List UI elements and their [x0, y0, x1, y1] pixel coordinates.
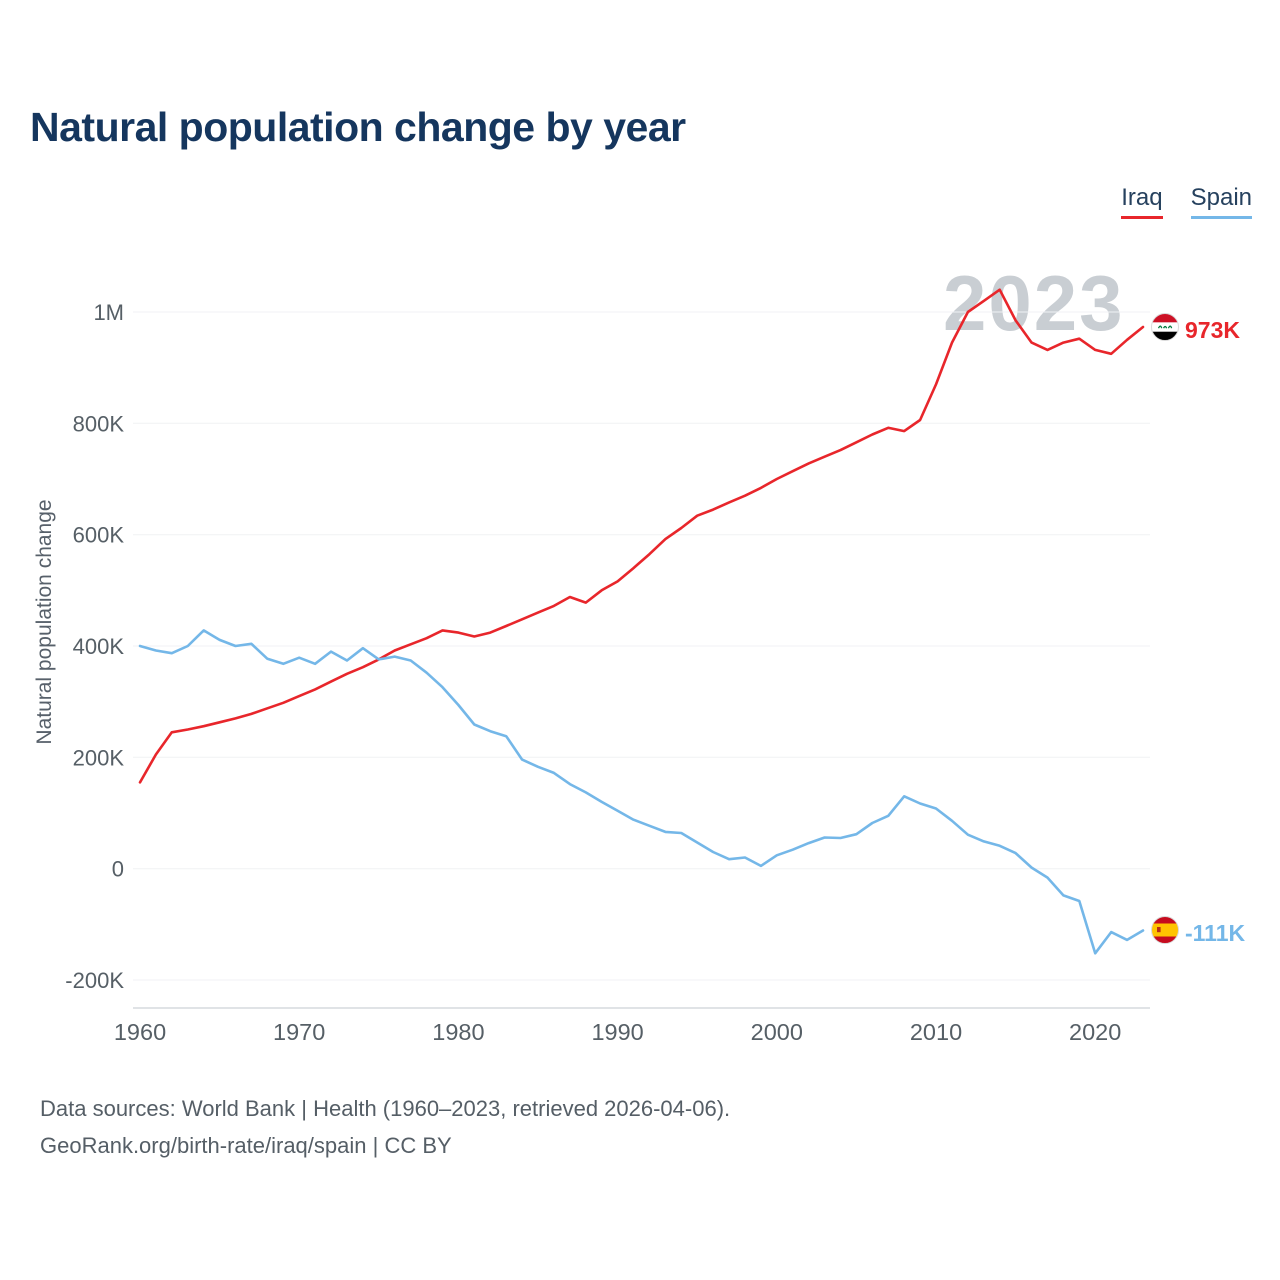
svg-text:600K: 600K — [73, 523, 125, 548]
svg-text:1980: 1980 — [432, 1019, 484, 1045]
watermark-year: 2023 — [943, 259, 1125, 347]
svg-text:1990: 1990 — [591, 1019, 643, 1045]
legend-item-iraq[interactable]: Iraq — [1121, 184, 1163, 219]
page-title: Natural population change by year — [30, 104, 686, 150]
svg-text:1M: 1M — [93, 300, 124, 325]
svg-text:1970: 1970 — [273, 1019, 325, 1045]
svg-text:-200K: -200K — [65, 968, 124, 993]
spain-end-value: -111K — [1185, 919, 1246, 946]
legend: Iraq Spain — [1121, 184, 1252, 219]
svg-text:1960: 1960 — [114, 1019, 166, 1045]
svg-text:800K: 800K — [73, 411, 125, 436]
legend-item-spain[interactable]: Spain — [1190, 184, 1252, 219]
svg-text:400K: 400K — [73, 634, 125, 659]
iraq-flag-icon — [1151, 313, 1179, 347]
svg-text:200K: 200K — [73, 745, 125, 770]
svg-text:2020: 2020 — [1069, 1019, 1121, 1045]
data-sources-line: Data sources: World Bank | Health (1960–… — [40, 1096, 731, 1121]
svg-text:2000: 2000 — [751, 1019, 803, 1045]
spain-flag-icon — [1151, 916, 1179, 950]
source-url-line: GeoRank.org/birth-rate/iraq/spain | CC B… — [40, 1133, 452, 1158]
svg-text:2010: 2010 — [910, 1019, 962, 1045]
svg-text:0: 0 — [112, 857, 124, 882]
footer: Data sources: World Bank | Health (1960–… — [40, 1090, 730, 1164]
iraq-end-value: 973K — [1185, 316, 1240, 343]
series-endpoint-spain: -111K — [1151, 916, 1245, 950]
series-endpoint-iraq: 973K — [1151, 313, 1240, 347]
